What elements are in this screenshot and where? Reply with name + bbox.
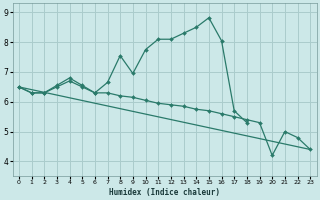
- X-axis label: Humidex (Indice chaleur): Humidex (Indice chaleur): [109, 188, 220, 197]
